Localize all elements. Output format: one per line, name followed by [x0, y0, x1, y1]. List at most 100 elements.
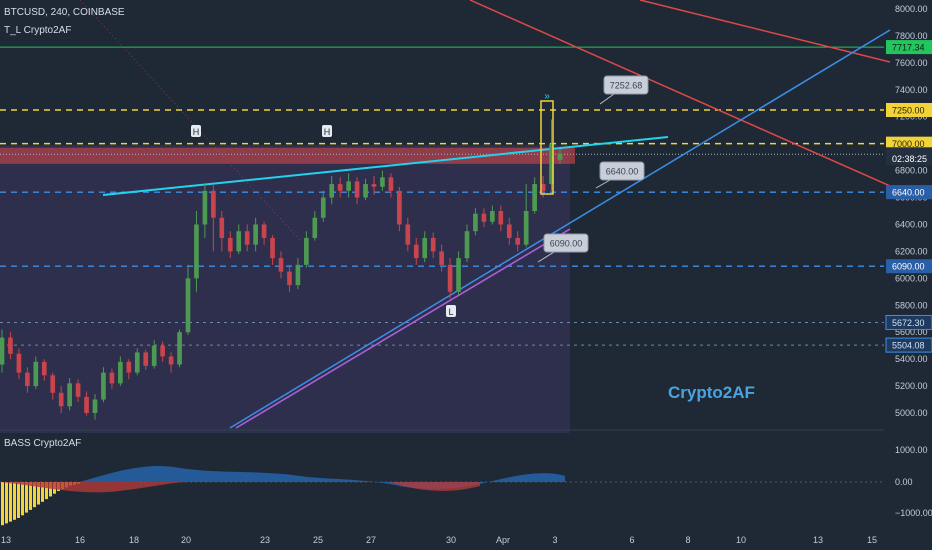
- indicator-label-sub[interactable]: BASS Crypto2AF: [4, 438, 82, 449]
- candle-body: [134, 352, 140, 373]
- histogram-bar: [45, 482, 48, 500]
- candle-body: [168, 356, 174, 365]
- candle-body: [151, 345, 157, 366]
- axis-badge-1: [886, 103, 932, 117]
- candle-body: [101, 372, 106, 400]
- candle-body: [397, 190, 402, 225]
- candle-body: [278, 258, 284, 272]
- indicator-tick-label: −1000.00: [895, 508, 932, 518]
- callout-label: 6090.00: [550, 239, 583, 249]
- candle-body: [295, 264, 301, 286]
- marker-label: H: [324, 127, 331, 137]
- candle-body: [422, 237, 428, 259]
- watermark: Crypto2AF: [668, 383, 755, 402]
- candle-body: [25, 372, 30, 387]
- candle-body: [33, 361, 39, 387]
- candle-body: [363, 184, 368, 198]
- candle-body: [126, 361, 132, 373]
- candle-body: [549, 143, 554, 185]
- breakout-arrow-icon: »: [544, 91, 550, 102]
- price-tick-label: 5800.00: [895, 300, 928, 310]
- axis-badge-6: [886, 259, 932, 274]
- axis-badge-label: 7250.00: [892, 106, 925, 116]
- histogram-bar: [37, 482, 40, 505]
- callout-box: [599, 161, 645, 181]
- time-tick-label: 8: [685, 535, 690, 545]
- price-tick-label: 7600.00: [895, 58, 928, 68]
- price-tick-label: 6200.00: [895, 246, 928, 256]
- axis-badge-8: [885, 337, 932, 353]
- candle-body: [481, 213, 487, 222]
- candle-body: [253, 224, 258, 245]
- histogram-bar: [5, 482, 8, 524]
- price-tick-label: 6000.00: [895, 273, 928, 283]
- price-tick-label: 5400.00: [895, 354, 928, 364]
- trendline-blue: [229, 29, 891, 429]
- price-tick-label: 7800.00: [895, 31, 928, 41]
- time-tick-label: 18: [129, 535, 139, 545]
- candle-body: [464, 231, 470, 259]
- chart-symbol-title[interactable]: BTCUSD, 240, COINBASE: [4, 7, 125, 18]
- candle-body: [8, 337, 13, 354]
- candle-body: [109, 372, 115, 384]
- candle-body: [261, 224, 267, 238]
- axis-badge-label: 5504.08: [892, 341, 925, 351]
- indicator-tick-label: 1000.00: [895, 445, 928, 455]
- candle-body: [354, 181, 360, 198]
- candle-body: [413, 244, 419, 259]
- candle-body: [447, 264, 453, 292]
- candle-body: [380, 177, 385, 187]
- time-tick-label: 3: [552, 535, 557, 545]
- candle-body: [177, 332, 182, 365]
- marker-badge: [322, 125, 332, 137]
- indicator-label-main[interactable]: T_L Crypto2AF: [4, 25, 72, 36]
- candle-body: [185, 278, 191, 333]
- breakout-box: [540, 100, 554, 195]
- callout-pointer: [595, 179, 611, 189]
- candle-body: [473, 213, 478, 232]
- histogram-bar: [9, 482, 12, 522]
- axis-badge-label: 6090.00: [892, 262, 925, 272]
- price-tick-label: 5600.00: [895, 327, 928, 337]
- histogram-bar: [17, 482, 20, 518]
- candle-body: [312, 217, 318, 238]
- time-tick-label: 15: [867, 535, 877, 545]
- callout-pointer: [599, 93, 615, 105]
- candle-body: [160, 345, 165, 357]
- time-tick-label: 16: [75, 535, 85, 545]
- candle-body: [0, 337, 5, 365]
- histogram-bar: [1, 482, 4, 526]
- indicator-wave-red: [0, 482, 190, 493]
- callout-pointer: [537, 251, 555, 263]
- axis-badge-label: 7000.00: [892, 139, 925, 149]
- candle-body: [244, 231, 250, 245]
- time-tick-label: 30: [446, 535, 456, 545]
- candle-body: [329, 184, 335, 198]
- axis-badge-0: [886, 40, 932, 55]
- range-zone: [0, 145, 570, 433]
- candle-body: [498, 211, 504, 225]
- indicator-tick-label: 0.00: [895, 477, 913, 487]
- axis-badge-label: 02:38:25: [892, 154, 927, 164]
- candle-body: [405, 224, 411, 245]
- axis-badge-label: 5672.30: [892, 318, 925, 328]
- candle-body: [515, 237, 521, 245]
- candle-body: [304, 237, 309, 265]
- price-tick-label: 6800.00: [895, 166, 928, 176]
- histogram-bar: [41, 482, 44, 502]
- candle-body: [236, 231, 242, 252]
- candle-body: [92, 399, 98, 413]
- candle-body: [532, 184, 537, 211]
- histogram-bar: [49, 482, 52, 497]
- candle-body: [287, 271, 292, 286]
- marker-badge: [446, 305, 456, 317]
- price-tick-label: 8000.00: [895, 4, 928, 14]
- time-tick-label: 6: [629, 535, 634, 545]
- time-tick-label: 13: [1, 535, 11, 545]
- callout-box: [603, 75, 649, 95]
- histogram-bar: [21, 482, 24, 516]
- time-tick-label: 13: [813, 535, 823, 545]
- histogram-bar: [33, 482, 36, 508]
- candle-body: [75, 383, 81, 397]
